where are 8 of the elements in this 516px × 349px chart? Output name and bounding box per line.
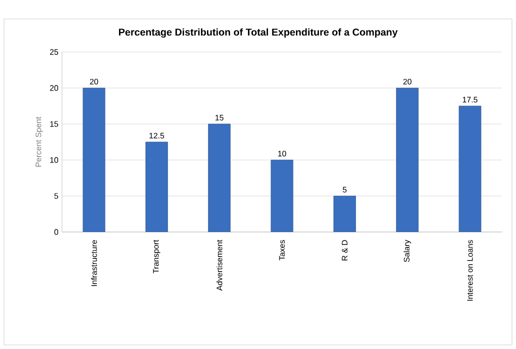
bar: [208, 124, 231, 232]
bar: [145, 142, 168, 232]
bar: [82, 88, 106, 232]
bar: [270, 160, 294, 232]
bar: [458, 106, 482, 232]
chart-title: Percentage Distribution of Total Expenditure of a Company: [119, 28, 398, 38]
bar: [396, 88, 419, 232]
bar: [333, 196, 356, 232]
